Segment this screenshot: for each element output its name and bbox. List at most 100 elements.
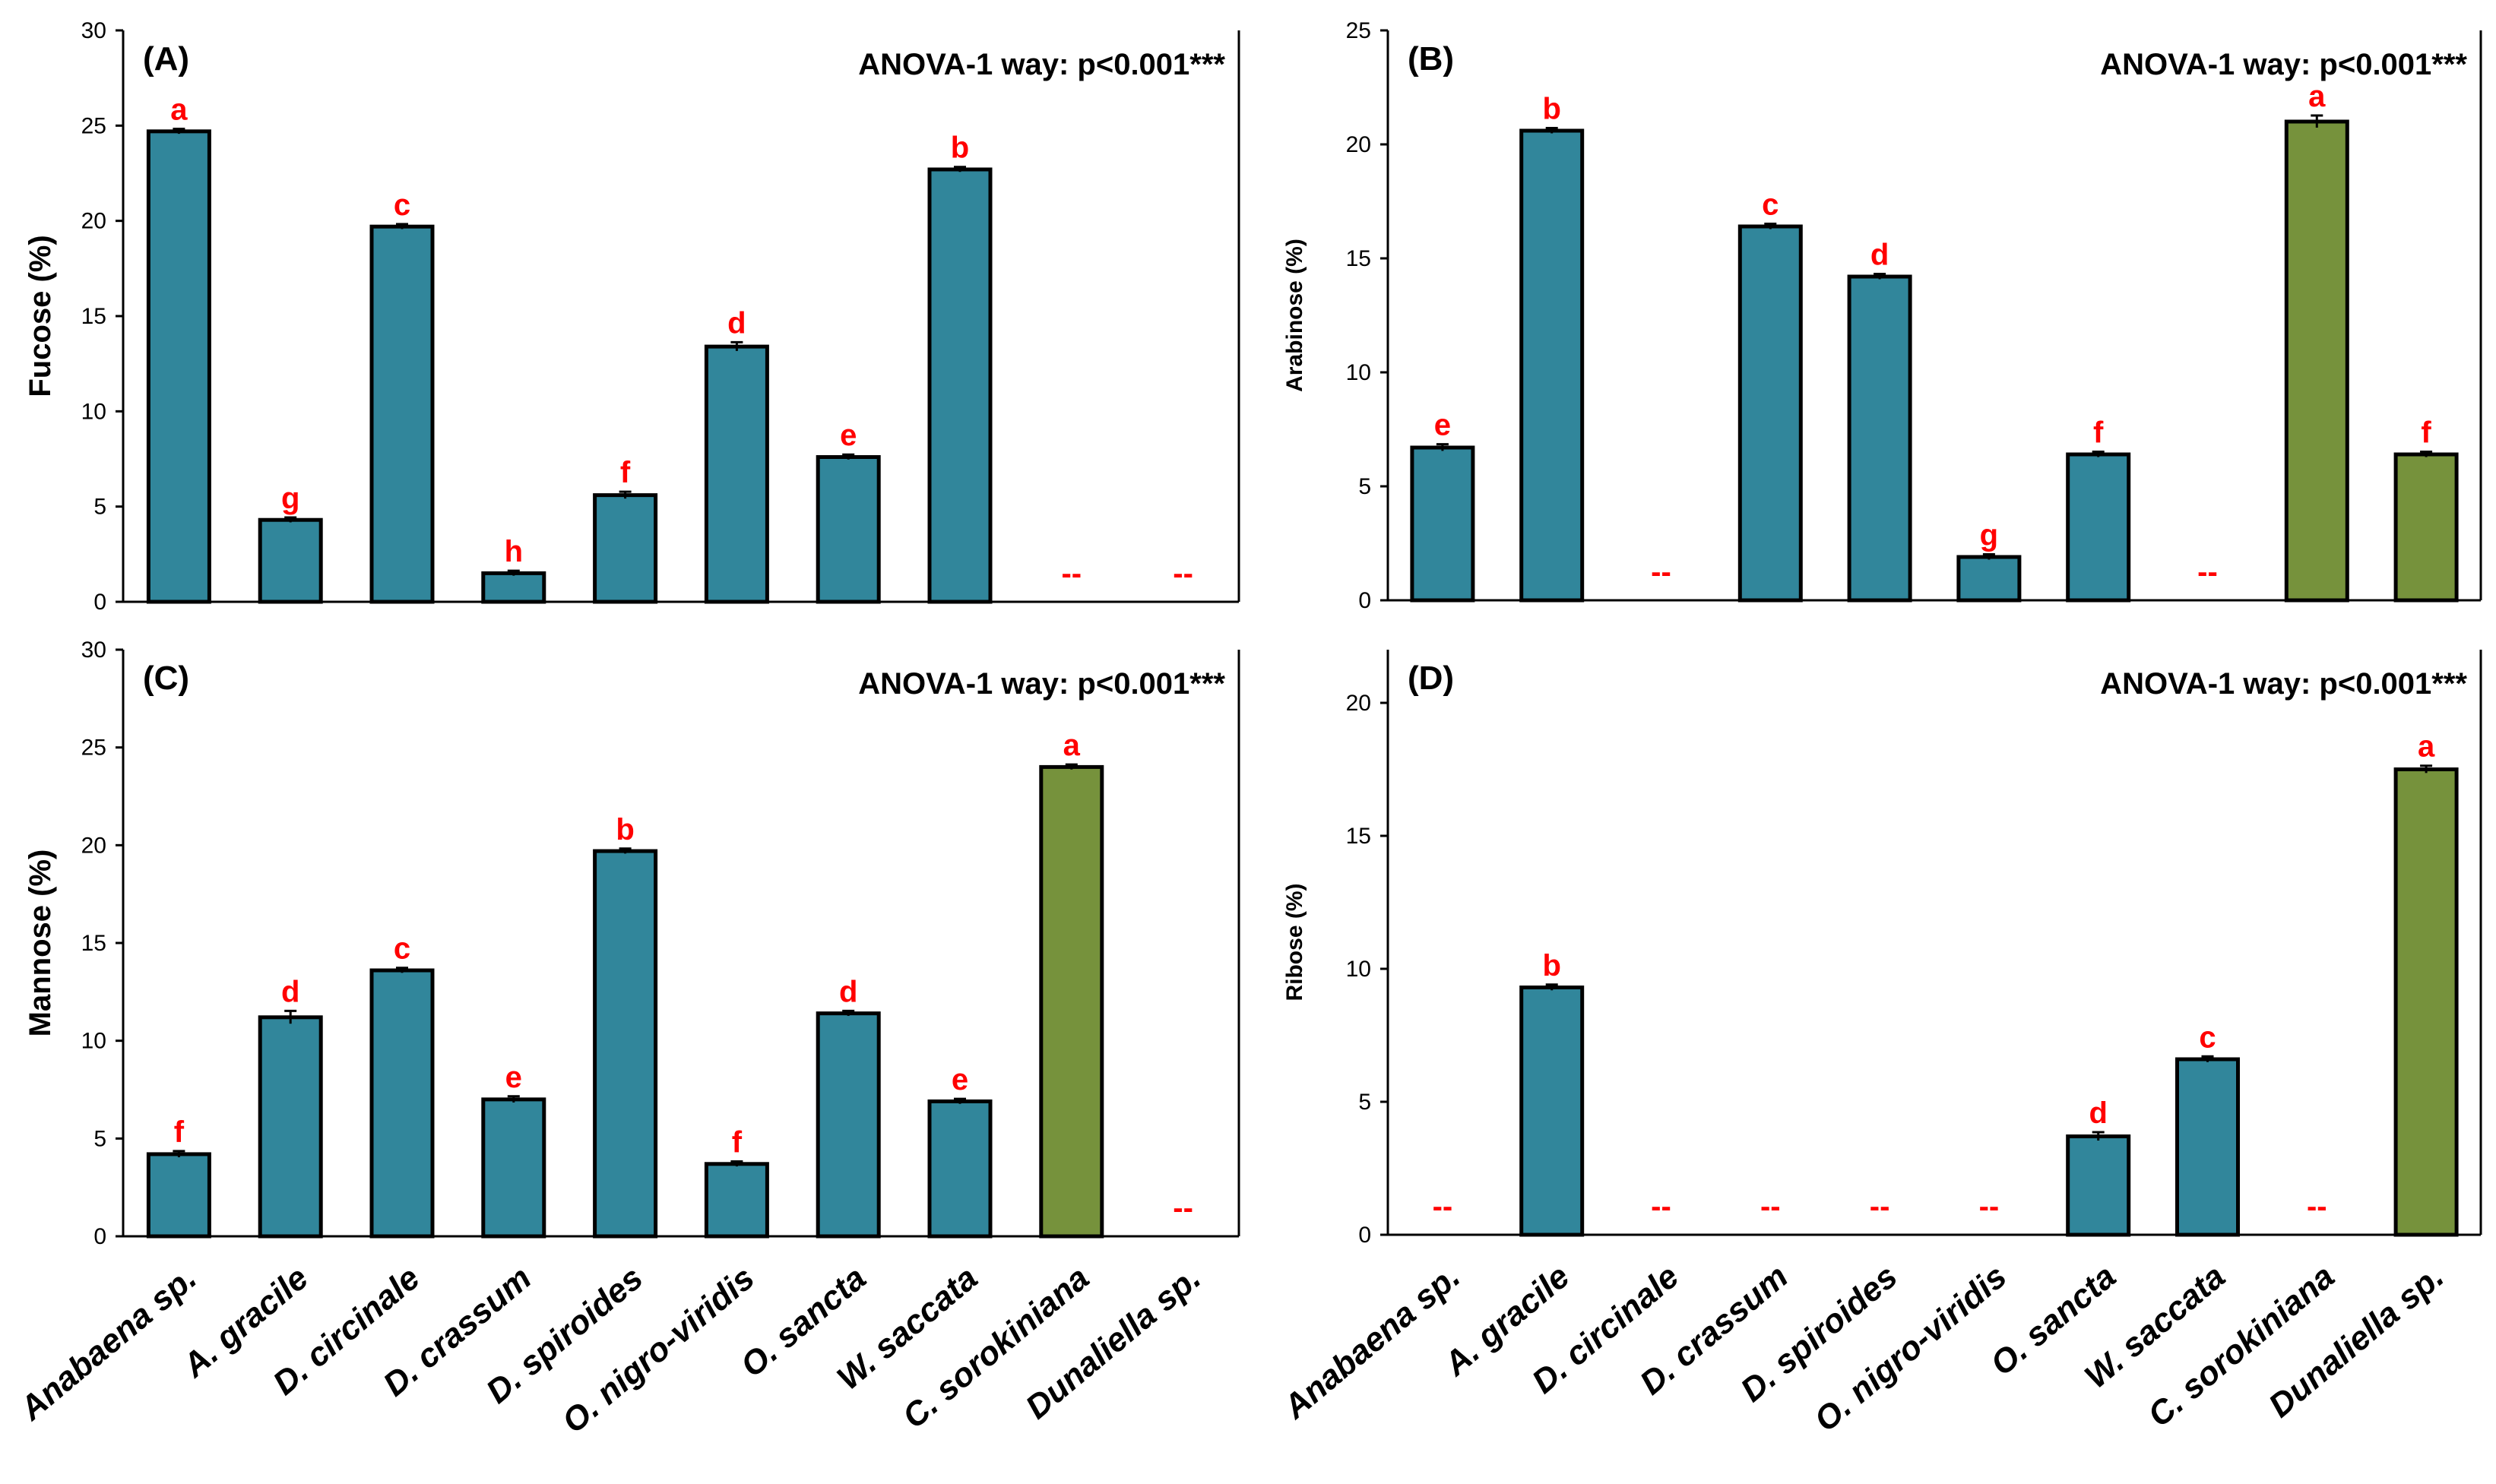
y-tick-label: 20 (81, 209, 106, 234)
y-tick-label: 25 (81, 736, 106, 761)
significance-label: d (727, 306, 746, 340)
significance-label: h (505, 535, 523, 568)
y-tick-label: 15 (81, 931, 106, 956)
significance-label: -- (1870, 1190, 1890, 1223)
bar (258, 517, 323, 604)
bar (146, 129, 211, 604)
panel-label: (B) (1408, 40, 1454, 78)
bar (704, 1162, 769, 1239)
y-tick-label: 5 (93, 495, 106, 520)
significance-label: -- (1433, 1190, 1453, 1223)
anova-annotation: ANOVA-1 way: p<0.001*** (858, 48, 1225, 81)
significance-label: f (174, 1115, 185, 1149)
y-tick-label: 30 (81, 638, 106, 663)
bar (481, 571, 546, 604)
y-axis-title: Mannose (%) (24, 850, 57, 1037)
bar (1410, 445, 1475, 603)
y-axis-title: Fucose (%) (24, 235, 57, 397)
bar (1847, 274, 1912, 603)
y-tick-label: 10 (81, 1029, 106, 1054)
chart-panel-b: 0 5 10 15 20 25 Arabinose (%) (B) ANOVA-1 way: p… (1282, 18, 2482, 613)
x-category-label: O. nigro-viridis (1807, 1258, 2013, 1439)
significance-label: d (839, 975, 857, 1008)
y-tick-label: 20 (1346, 691, 1371, 716)
significance-label: c (2199, 1020, 2216, 1054)
y-tick-label: 10 (81, 399, 106, 424)
significance-label: f (2093, 416, 2104, 450)
bar (369, 224, 435, 604)
bar (2393, 452, 2459, 603)
significance-label: e (952, 1063, 968, 1096)
significance-label: c (1762, 188, 1779, 222)
bar (816, 454, 881, 604)
significance-label: g (1980, 519, 1998, 552)
significance-label: b (1542, 949, 1560, 982)
significance-label: -- (1651, 1190, 1671, 1223)
y-tick-label: 20 (81, 833, 106, 858)
bar (593, 849, 658, 1239)
chart-panel-a: 0 5 10 15 20 25 30 Fucose (%) (A) ANOVA-1 way: p<… (24, 18, 1240, 615)
bar (2066, 1134, 2131, 1237)
bar (593, 493, 658, 604)
significance-label: c (394, 188, 410, 222)
bar (2175, 1057, 2240, 1237)
significance-label: b (951, 131, 969, 165)
y-tick-label: 10 (1346, 360, 1371, 385)
bar (927, 1099, 993, 1239)
significance-label: -- (1651, 555, 1671, 589)
bar (258, 1015, 323, 1239)
significance-label: f (732, 1126, 743, 1160)
bar (369, 968, 435, 1239)
y-tick-label: 0 (93, 590, 106, 615)
y-tick-label: 25 (1346, 18, 1371, 43)
y-tick-label: 15 (1346, 246, 1371, 271)
bar (2066, 452, 2131, 603)
anova-annotation: ANOVA-1 way: p<0.001*** (858, 667, 1225, 701)
x-category-label: C. sorokiniana (2141, 1258, 2342, 1434)
x-category-label: Anabaena sp. (1276, 1258, 1467, 1426)
significance-label: f (2421, 416, 2431, 450)
y-axis-title: Ribose (%) (1282, 883, 1307, 1001)
chart-panel-d: 0 5 10 15 20 Ribose (%) (D) ANOVA-1 way: p<0.00… (1276, 650, 2482, 1439)
bar (2393, 767, 2459, 1237)
significance-label: a (2308, 80, 2326, 113)
significance-label: b (1542, 93, 1560, 126)
bar (2284, 119, 2349, 603)
significance-label: a (1063, 729, 1081, 762)
significance-label: b (616, 813, 634, 846)
y-tick-label: 15 (81, 304, 106, 329)
significance-label: -- (2197, 555, 2218, 589)
bar (1039, 764, 1104, 1239)
significance-label: -- (1979, 1190, 2000, 1223)
significance-label: -- (1061, 557, 1082, 590)
significance-label: -- (2307, 1190, 2327, 1223)
bar (1519, 986, 1585, 1237)
bar (146, 1152, 211, 1239)
x-category-label: O. nigro-viridis (556, 1259, 762, 1441)
y-tick-label: 5 (93, 1126, 106, 1151)
bar (1737, 224, 1803, 603)
anova-annotation: ANOVA-1 way: p<0.001*** (2100, 48, 2467, 81)
significance-label: -- (1173, 1191, 1193, 1225)
significance-label: e (1434, 409, 1451, 442)
panel-label: (A) (143, 40, 189, 78)
y-tick-label: 30 (81, 18, 106, 43)
significance-label: -- (1760, 1190, 1781, 1223)
y-tick-label: 0 (93, 1224, 106, 1249)
significance-label: e (505, 1061, 522, 1094)
significance-label: d (281, 975, 299, 1008)
bar (816, 1011, 881, 1239)
significance-label: c (394, 932, 410, 966)
y-tick-label: 20 (1346, 132, 1371, 157)
y-axis-title: Arabinose (%) (1282, 239, 1307, 392)
bar (1519, 128, 1585, 603)
panel-label: (C) (143, 660, 189, 697)
panel-label: (D) (1408, 660, 1454, 697)
significance-label: g (281, 482, 299, 515)
significance-label: a (2418, 730, 2435, 764)
y-tick-label: 10 (1346, 957, 1371, 982)
bar (927, 167, 993, 604)
x-category-label: C. sorokiniana (895, 1259, 1096, 1435)
chart-panel-c: 0 5 10 15 20 25 30 Mannose (%) (C) ANOVA-1 way: p… (12, 638, 1240, 1441)
x-category-label: Anabaena sp. (12, 1259, 203, 1428)
